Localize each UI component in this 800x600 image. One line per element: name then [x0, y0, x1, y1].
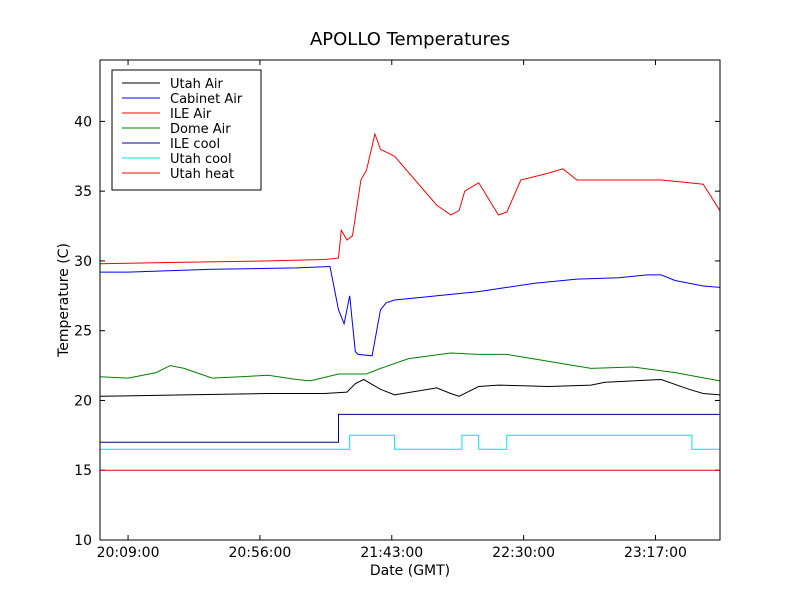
y-tick-label: 40 [74, 114, 92, 130]
x-tick-label: 23:17:00 [624, 545, 687, 561]
y-tick-label: 35 [74, 184, 92, 200]
series-line-utah-air [99, 378, 721, 397]
series-line-ile-air [99, 132, 721, 265]
legend-label: Cabinet Air [170, 92, 243, 107]
x-tick-label: 20:09:00 [97, 545, 160, 561]
x-tick-label: 21:43:00 [360, 545, 423, 561]
series-line-ile-cool [100, 413, 720, 443]
plot-frame [99, 59, 721, 541]
series-line-cabinet-air [100, 265, 721, 357]
series-line-utah-cool [100, 434, 720, 450]
x-tick-label: 20:56:00 [228, 545, 291, 561]
legend-label: ILE Air [170, 107, 212, 122]
series-lines [99, 132, 721, 471]
legend-label: Utah Air [170, 77, 223, 92]
legend-label: Utah cool [170, 152, 232, 167]
x-tick-label: 22:30:00 [492, 545, 555, 561]
legend-label: Dome Air [170, 122, 231, 137]
chart-title: APOLLO Temperatures [310, 29, 510, 50]
legend-box [111, 69, 262, 191]
axis-ticks: 10 15 20 25 30 35 40 20:09:00 20:56:00 21:43:00 22… [74, 60, 720, 561]
y-tick-label: 15 [74, 463, 92, 479]
y-tick-label: 20 [74, 393, 92, 409]
y-axis-label: Temperature (C) [56, 243, 72, 358]
series-line-dome-air [99, 352, 721, 382]
legend-label: Utah heat [170, 167, 234, 182]
x-axis-label: Date (GMT) [370, 563, 450, 579]
y-tick-label: 10 [74, 533, 92, 549]
y-tick-label: 25 [74, 324, 92, 340]
legend-label: ILE cool [170, 137, 220, 152]
y-tick-label: 30 [74, 254, 92, 270]
